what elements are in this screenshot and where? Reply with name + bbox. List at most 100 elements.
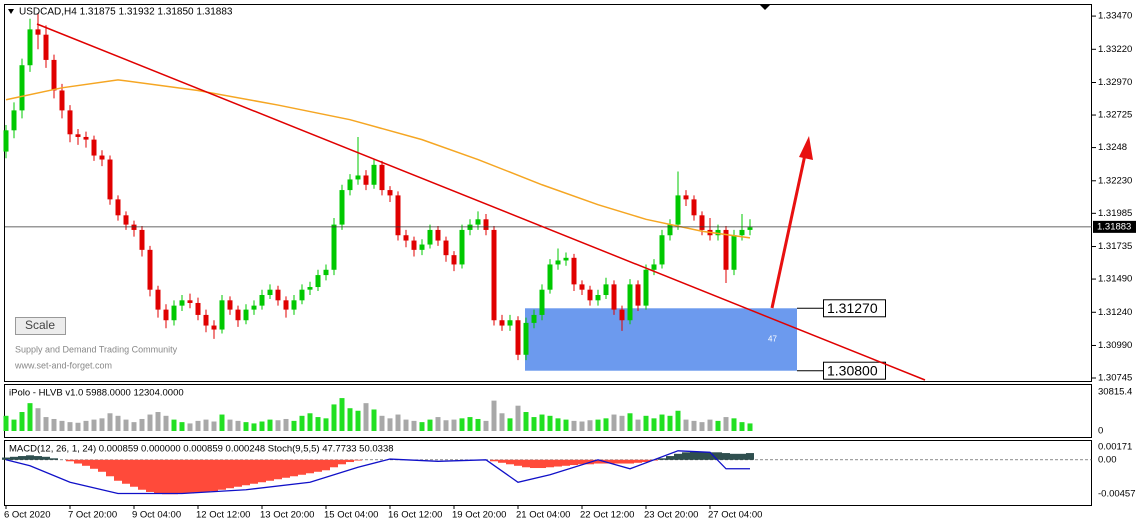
volume-bar	[595, 419, 601, 431]
macd-bar	[530, 459, 538, 469]
candle-body	[395, 195, 401, 236]
macd-bar	[74, 459, 82, 464]
volume-bar	[115, 415, 121, 431]
time-label: 27 Oct 04:00	[708, 510, 762, 521]
candle-body	[523, 322, 529, 355]
macd-bar	[674, 453, 682, 460]
volume-bar	[131, 422, 137, 431]
zone-label-box	[823, 299, 886, 318]
volume-bar	[411, 420, 417, 431]
volume-bar	[611, 414, 617, 431]
macd-bar	[346, 459, 354, 463]
macd-bar	[314, 459, 322, 472]
symbol-header: USDCAD,H4 1.31875 1.31932 1.31850 1.3188…	[19, 7, 233, 18]
macd-bar	[538, 459, 546, 469]
candle-body	[467, 224, 473, 230]
zone-note: 47	[768, 335, 777, 344]
volume-bar	[515, 405, 521, 431]
macd-bar	[282, 459, 290, 478]
volume-bar	[643, 415, 649, 431]
volume-bar	[51, 418, 57, 431]
candle-body	[691, 199, 697, 216]
menu-triangle	[8, 9, 14, 14]
time-label: 9 Oct 04:00	[132, 510, 181, 521]
volume-bar	[523, 412, 529, 431]
macd-axis-label: -0.00457	[1098, 489, 1136, 500]
candle-body	[539, 289, 545, 315]
volume-bar	[459, 418, 465, 431]
macd-bar	[194, 459, 202, 493]
volume-bar	[683, 419, 689, 431]
button-label[interactable]: Scale	[25, 318, 55, 332]
macd-bar	[322, 459, 330, 471]
time-label: 16 Oct 12:00	[388, 510, 442, 521]
candle-body	[139, 229, 145, 250]
macd-bar	[26, 455, 34, 460]
macd-bar	[338, 459, 346, 465]
macd-bar	[690, 451, 698, 460]
macd-label: MACD(12, 26, 1, 24) 0.000859 0.000000 0.…	[9, 444, 394, 455]
macd-bar	[554, 459, 562, 467]
volume-bar	[59, 420, 65, 431]
macd-bar	[122, 459, 130, 484]
volume-bar	[435, 417, 441, 431]
macd-bar	[242, 459, 250, 486]
scale-button[interactable]: Scale	[15, 317, 66, 335]
macd-bar	[250, 459, 258, 484]
candle-body	[315, 275, 321, 288]
candle-body	[307, 287, 313, 290]
candle-body	[155, 289, 161, 310]
macd-bar	[490, 459, 498, 462]
candle-body	[67, 110, 73, 135]
candle-body	[419, 244, 425, 250]
macd-bar	[618, 459, 626, 464]
trend-line	[36, 23, 926, 381]
volume-bar	[675, 410, 681, 431]
macd-bar	[66, 459, 74, 462]
volume-bar	[91, 419, 97, 431]
candle-body	[747, 227, 753, 230]
volume-bar	[387, 418, 393, 431]
volume-bar	[163, 415, 169, 431]
volume-bar	[355, 410, 361, 431]
candle-body	[435, 229, 441, 241]
macd-bar	[306, 459, 314, 474]
volume-bar	[107, 413, 113, 431]
moving-average	[5, 79, 751, 239]
volume-bar	[331, 404, 337, 431]
macd-bar	[226, 459, 234, 489]
volume-bar	[651, 418, 657, 431]
candle-body	[507, 320, 513, 326]
volume-bar	[667, 415, 673, 431]
stoch-line	[5, 450, 750, 495]
volume-bar	[11, 419, 17, 431]
volume-bar	[571, 420, 577, 431]
macd-panel	[4, 440, 1092, 506]
shift-marker	[760, 5, 770, 10]
volume-bar	[243, 422, 249, 431]
volume-bar	[491, 400, 497, 431]
candle-body	[571, 257, 577, 285]
macd-bar	[106, 459, 114, 477]
macd-bar	[50, 458, 58, 460]
candle-body	[27, 29, 33, 66]
main-panel	[4, 4, 1092, 382]
candle-body	[331, 224, 337, 270]
button-box[interactable]	[15, 317, 66, 335]
volume-bar	[251, 423, 257, 431]
candle-body	[547, 264, 553, 290]
candle-body	[627, 284, 633, 321]
candle-body	[3, 130, 9, 152]
time-label: 12 Oct 12:00	[196, 510, 250, 521]
candle-body	[491, 229, 497, 321]
macd-bar	[34, 456, 42, 460]
macd-bar	[154, 459, 162, 494]
volume-bar	[27, 403, 33, 431]
macd-bar	[2, 457, 10, 460]
volume-bar	[531, 417, 537, 431]
volume-bar	[75, 422, 81, 431]
candle-body	[499, 320, 505, 326]
price-label: 1.33220	[1098, 44, 1132, 55]
macd-bar	[578, 459, 586, 465]
